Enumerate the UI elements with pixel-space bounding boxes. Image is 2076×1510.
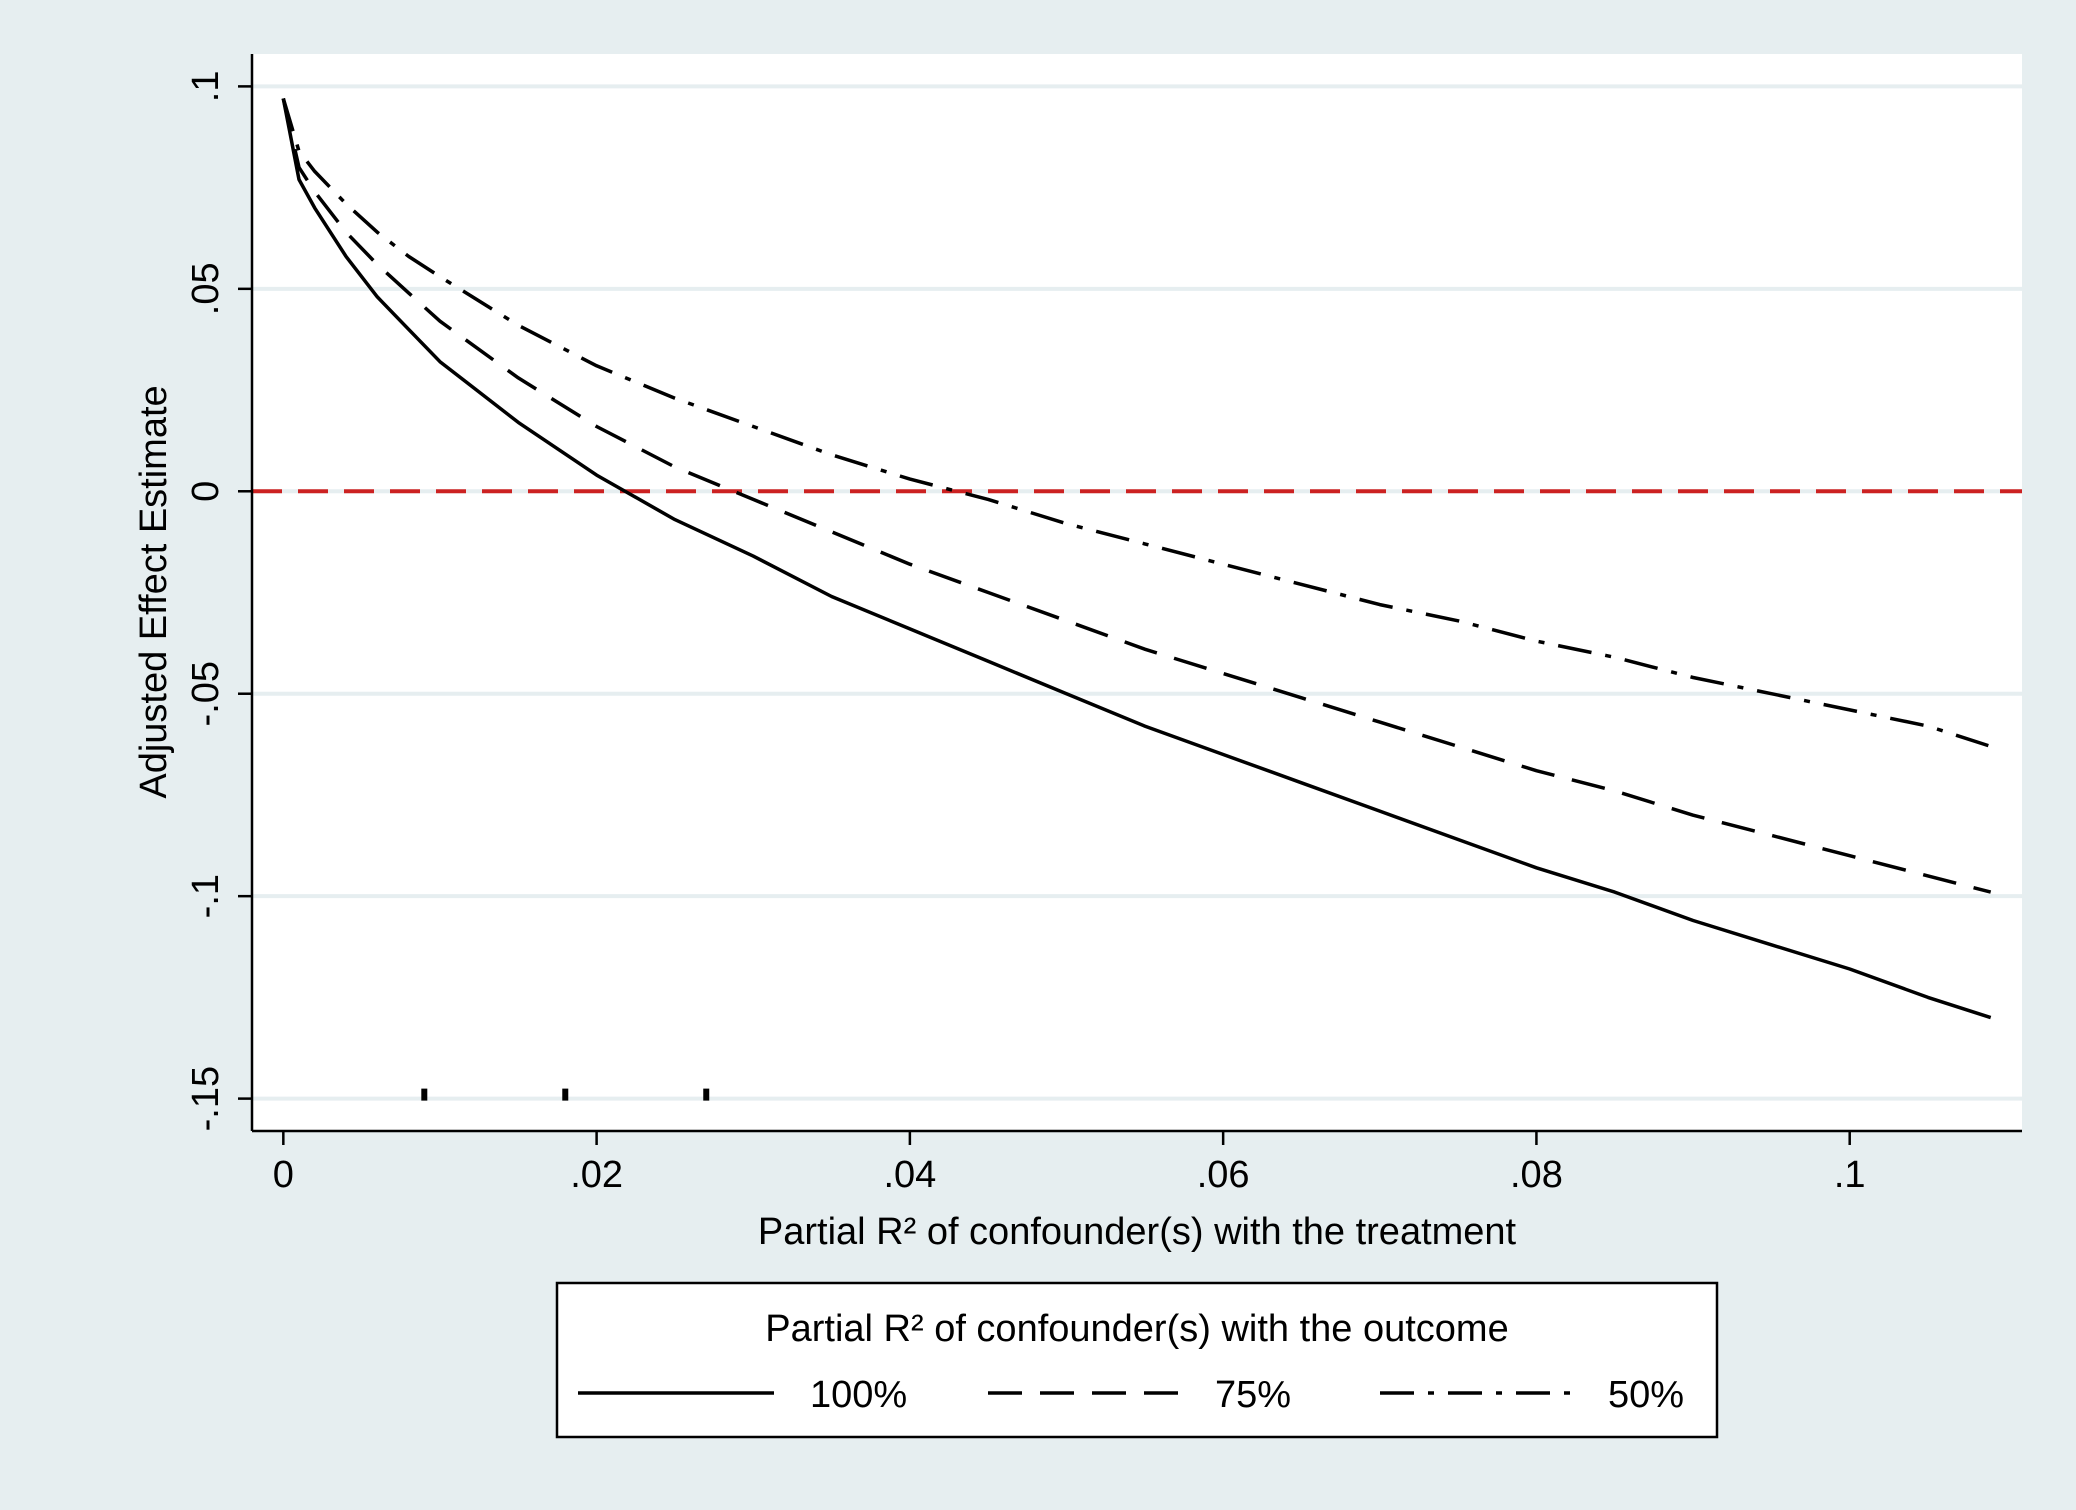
legend-label-0: 100% xyxy=(810,1374,907,1416)
rug-marks xyxy=(421,1088,710,1101)
x-axis-title: Partial R² of confounder(s) with the tre… xyxy=(758,1211,1517,1253)
series-line-1 xyxy=(281,98,1992,894)
legend-box xyxy=(555,1281,1719,1439)
y-tick-label: -.15 xyxy=(185,1066,227,1131)
x-axis-ticks: 0 .02 .04 .06 .08 .1 xyxy=(273,1131,1866,1196)
series-lines xyxy=(281,98,1992,1020)
x-tick-label: .06 xyxy=(1197,1154,1250,1196)
legend-title: Partial R² of confounder(s) with the out… xyxy=(765,1308,1508,1350)
legend-label-1: 75% xyxy=(1215,1374,1291,1416)
y-tick-label: .05 xyxy=(185,262,227,315)
y-tick-label: 0 xyxy=(185,481,227,502)
series-line-2 xyxy=(281,98,1992,749)
x-tick-label: .02 xyxy=(570,1154,623,1196)
series-line-0 xyxy=(281,98,1992,1020)
x-tick-label: .1 xyxy=(1834,1154,1866,1196)
x-tick-label: .08 xyxy=(1510,1154,1563,1196)
x-tick-label: 0 xyxy=(273,1154,294,1196)
x-tick-label: .04 xyxy=(883,1154,936,1196)
y-tick-label: -.1 xyxy=(185,874,227,918)
y-tick-label: .1 xyxy=(185,71,227,103)
y-axis-title: Adjusted Effect Estimate xyxy=(133,385,175,798)
legend-label-2: 50% xyxy=(1608,1374,1684,1416)
legend: Partial R² of confounder(s) with the out… xyxy=(555,1281,1719,1439)
legend-items: 100% 75% 50% xyxy=(578,1374,1684,1416)
y-tick-label: -.05 xyxy=(185,661,227,726)
y-axis-ticks: .1 .05 0 -.05 -.1 -.15 xyxy=(185,71,252,1131)
plot-area xyxy=(252,54,2022,1131)
